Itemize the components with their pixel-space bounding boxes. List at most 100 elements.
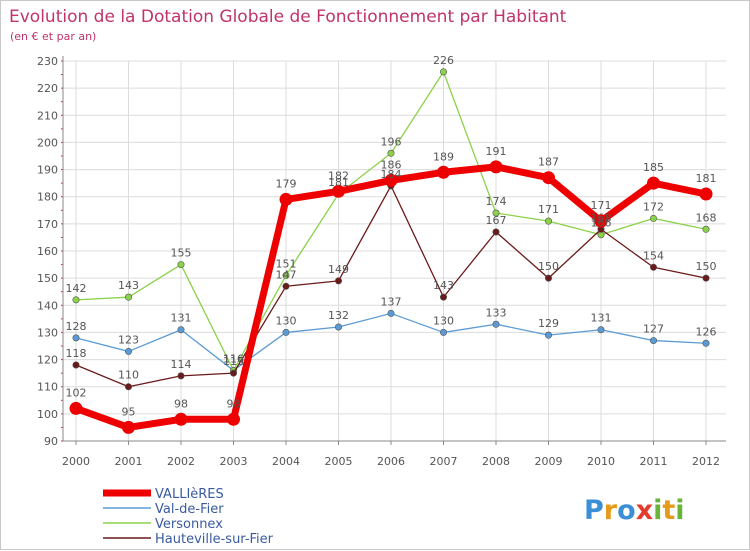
- data-label-Versonnex-2009: 171: [538, 203, 559, 216]
- series: [69, 68, 713, 434]
- logo-letter: o: [617, 495, 636, 526]
- data-label-Versonnex-2006: 196: [381, 135, 402, 148]
- y-tick-label-140: 140: [37, 299, 58, 312]
- legend-label-Hauteville-sur-Fier: Hauteville-sur-Fier: [155, 532, 274, 547]
- data-point-Val-de-Fier-2007: [439, 328, 447, 336]
- data-label-VALLIèRES-2003: 98: [227, 397, 241, 410]
- x-tick-label-2001: 2001: [115, 455, 143, 468]
- logo-letter: r: [604, 495, 618, 526]
- x-tick-label-2000: 2000: [62, 455, 90, 468]
- data-point-Val-de-Fier-2004: [282, 328, 290, 336]
- data-label-Hauteville-sur-Fier-2011: 154: [643, 249, 664, 262]
- legend-label-VALLIèRES: VALLIèRES: [155, 487, 224, 502]
- data-point-Hauteville-sur-Fier-2011: [649, 263, 657, 271]
- data-label-Hauteville-sur-Fier-2005: 149: [328, 263, 349, 276]
- data-point-Val-de-Fier-2011: [649, 337, 657, 345]
- x-tick-label-2005: 2005: [325, 455, 353, 468]
- data-label-VALLIèRES-2007: 189: [433, 150, 454, 163]
- data-label-VALLIèRES-2009: 187: [538, 156, 559, 169]
- data-label-VALLIèRES-2001: 95: [122, 405, 136, 418]
- logo-letter: P: [584, 495, 604, 526]
- data-point-Hauteville-sur-Fier-2005: [334, 277, 342, 285]
- data-point-VALLIèRES-2009: [542, 171, 555, 185]
- data-label-VALLIèRES-2010: 171: [591, 199, 612, 212]
- data-label-Versonnex-2011: 172: [643, 200, 664, 213]
- x-tick-label-2012: 2012: [692, 455, 720, 468]
- data-label-VALLIèRES-2002: 98: [174, 397, 188, 410]
- chart-subtitle: (en € et par an): [10, 30, 96, 43]
- logo-letter: t: [662, 495, 675, 526]
- logo-letter: i: [653, 495, 662, 526]
- data-point-Hauteville-sur-Fier-2001: [125, 383, 133, 391]
- data-label-Hauteville-sur-Fier-2000: 118: [66, 347, 87, 360]
- data-label-Val-de-Fier-2005: 132: [328, 309, 349, 322]
- data-label-Val-de-Fier-2008: 133: [486, 306, 507, 319]
- data-label-Versonnex-2007: 226: [433, 54, 454, 67]
- x-tick-label-2007: 2007: [430, 455, 458, 468]
- data-label-Versonnex-2000: 142: [66, 282, 87, 295]
- data-label-VALLIèRES-2005: 182: [328, 169, 349, 182]
- data-point-Versonnex-2008: [492, 209, 500, 217]
- data-label-Val-de-Fier-2000: 128: [66, 320, 87, 333]
- data-label-Hauteville-sur-Fier-2010: 168: [591, 211, 612, 224]
- data-label-VALLIèRES-2012: 181: [696, 172, 717, 185]
- data-point-Versonnex-2011: [649, 214, 657, 222]
- data-label-Val-de-Fier-2006: 137: [381, 295, 402, 308]
- legend-label-Val-de-Fier: Val-de-Fier: [155, 502, 224, 517]
- data-point-Val-de-Fier-2010: [597, 326, 605, 334]
- data-point-Hauteville-sur-Fier-2002: [177, 372, 185, 380]
- y-tick-label-100: 100: [37, 408, 58, 421]
- data-label-VALLIèRES-2011: 185: [643, 161, 664, 174]
- data-point-Versonnex-2000: [72, 296, 80, 304]
- data-label-Val-de-Fier-2007: 130: [433, 314, 454, 327]
- data-label-Val-de-Fier-2004: 130: [276, 314, 297, 327]
- data-label-Val-de-Fier-2010: 131: [591, 312, 612, 325]
- data-label-Val-de-Fier-2001: 123: [118, 333, 139, 346]
- y-tick-label-90: 90: [44, 435, 58, 448]
- data-label-Versonnex-2004: 151: [276, 257, 297, 270]
- y-tick-label-180: 180: [37, 191, 58, 204]
- chart-title: Evolution de la Dotation Globale de Fonc…: [9, 7, 567, 27]
- data-point-VALLIèRES-2005: [332, 184, 345, 198]
- data-point-Hauteville-sur-Fier-2004: [282, 282, 290, 290]
- data-point-Val-de-Fier-2006: [387, 309, 395, 317]
- data-point-VALLIèRES-2003: [227, 412, 240, 426]
- data-point-Hauteville-sur-Fier-2009: [544, 274, 552, 282]
- data-point-Hauteville-sur-Fier-2000: [72, 361, 80, 369]
- logo-letter: x: [636, 495, 653, 526]
- y-tick-label-160: 160: [37, 245, 58, 258]
- data-point-Val-de-Fier-2002: [177, 326, 185, 334]
- data-point-Val-de-Fier-2000: [72, 334, 80, 342]
- x-tick-label-2011: 2011: [640, 455, 668, 468]
- legend-label-Versonnex: Versonnex: [155, 517, 223, 532]
- data-point-Versonnex-2006: [387, 149, 395, 157]
- data-label-Val-de-Fier-2002: 131: [171, 312, 192, 325]
- data-label-Val-de-Fier-2009: 129: [538, 317, 559, 330]
- y-tick-label-170: 170: [37, 218, 58, 231]
- data-label-Hauteville-sur-Fier-2008: 167: [486, 214, 507, 227]
- data-label-Hauteville-sur-Fier-2003: 115: [223, 355, 244, 368]
- y-tick-label-220: 220: [37, 82, 58, 95]
- data-point-Hauteville-sur-Fier-2007: [439, 293, 447, 301]
- data-point-Val-de-Fier-2008: [492, 320, 500, 328]
- x-tick-label-2009: 2009: [535, 455, 563, 468]
- data-point-VALLIèRES-2002: [174, 412, 188, 426]
- data-point-Val-de-Fier-2009: [544, 331, 552, 339]
- axes: 9010011012013014015016017018019020021022…: [37, 55, 726, 468]
- data-point-Hauteville-sur-Fier-2003: [230, 369, 238, 377]
- data-point-VALLIèRES-2012: [699, 187, 713, 201]
- data-labels: 128 123 131 116 130 132 137 130 133 129 131 127 126 1…: [66, 54, 717, 419]
- data-label-Versonnex-2008: 174: [486, 195, 507, 208]
- data-point-Versonnex-2001: [125, 293, 133, 301]
- data-label-Versonnex-2005: 181: [328, 176, 349, 189]
- data-point-VALLIèRES-2010: [594, 214, 608, 228]
- data-label-VALLIèRES-2006: 186: [381, 158, 402, 171]
- data-point-VALLIèRES-2000: [69, 401, 83, 415]
- data-point-Val-de-Fier-2012: [702, 339, 710, 347]
- x-tick-label-2008: 2008: [482, 455, 510, 468]
- y-tick-label-110: 110: [37, 381, 58, 394]
- x-tick-label-2010: 2010: [587, 455, 615, 468]
- data-label-Val-de-Fier-2012: 126: [696, 325, 717, 338]
